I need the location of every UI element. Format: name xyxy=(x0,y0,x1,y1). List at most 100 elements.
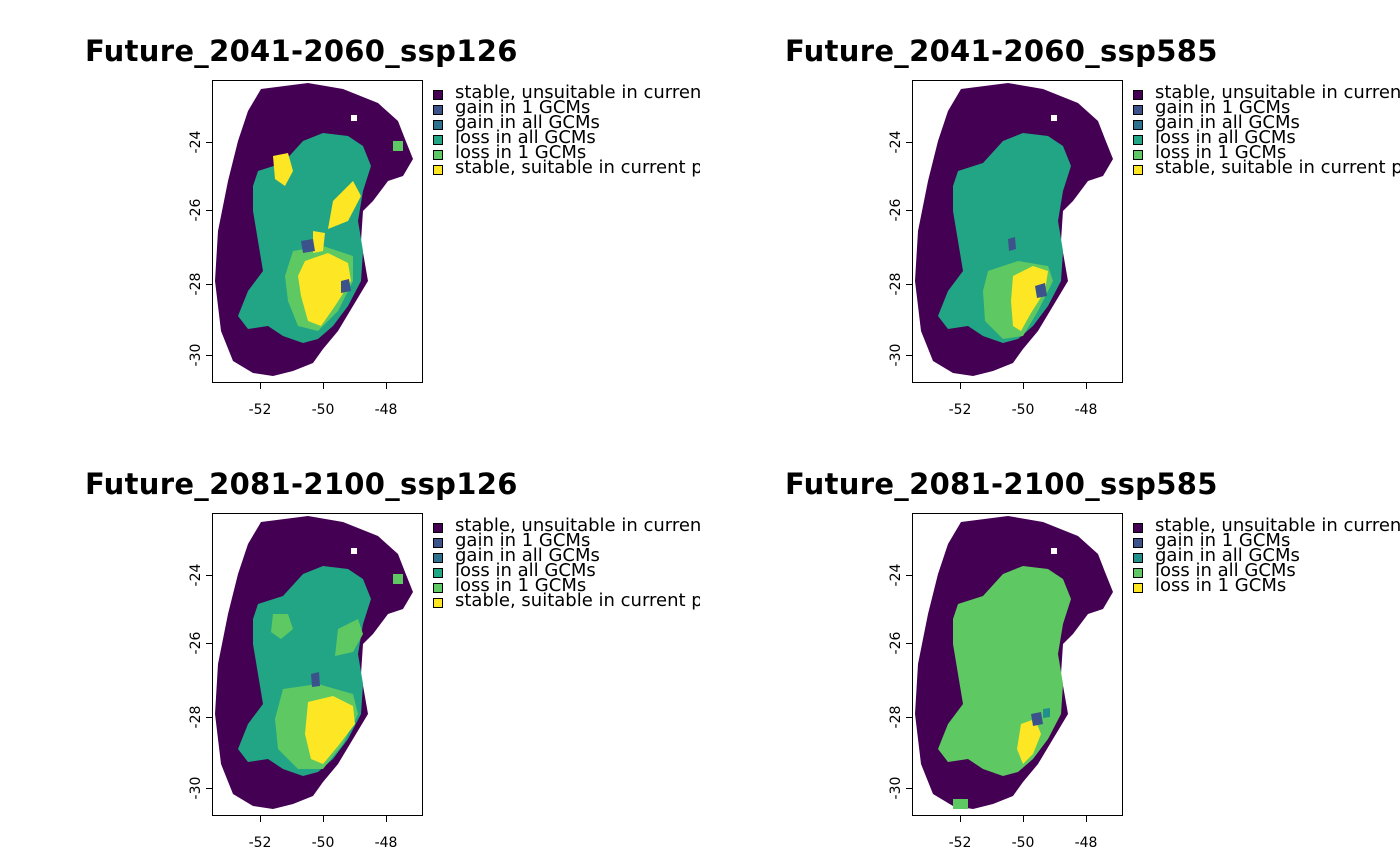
legend-label: stable, unsuitable in current period and… xyxy=(455,82,700,103)
y-tick xyxy=(206,210,212,211)
y-tick-label: -30 xyxy=(888,776,904,800)
x-tick-label: -50 xyxy=(311,402,335,418)
raster-map-svg xyxy=(915,83,1113,376)
y-tick xyxy=(206,643,212,644)
x-tick-label: -48 xyxy=(374,835,398,851)
y-tick xyxy=(906,355,912,356)
legend-swatch xyxy=(433,523,443,533)
x-tick-label: -50 xyxy=(1011,402,1035,418)
x-tick-label: -50 xyxy=(311,835,335,851)
panel-title: Future_2041-2060_ssp585 xyxy=(785,34,1218,68)
raster-map xyxy=(212,80,423,383)
legend-swatch xyxy=(433,538,443,548)
x-tick xyxy=(1023,816,1024,822)
y-tick-label: -26 xyxy=(888,631,904,655)
y-tick-label: -24 xyxy=(888,130,904,154)
legend-label: gain in 1 GCMs xyxy=(455,530,591,551)
y-tick-label: -26 xyxy=(888,198,904,222)
legend-label: loss in all GCMs xyxy=(1155,127,1296,148)
y-tick-label: -28 xyxy=(188,272,204,296)
x-tick xyxy=(960,816,961,822)
y-tick xyxy=(206,142,212,143)
raster-map xyxy=(912,80,1123,383)
y-tick-label: -26 xyxy=(188,198,204,222)
map-panel-2: Future_2041-2060_ssp585 -24 -26 -28 -30 … xyxy=(700,0,1400,433)
legend-label: gain in all GCMs xyxy=(455,112,600,133)
legend-label: loss in 1 GCMs xyxy=(1155,142,1287,163)
x-tick xyxy=(1086,816,1087,822)
raster-map-svg xyxy=(915,516,1113,809)
legend-swatch xyxy=(1133,165,1143,175)
x-tick-label: -52 xyxy=(248,835,272,851)
y-tick-label: -30 xyxy=(888,343,904,367)
panel-title: Future_2081-2100_ssp585 xyxy=(785,467,1218,501)
legend-swatch xyxy=(1133,90,1143,100)
legend-swatch xyxy=(433,90,443,100)
x-tick-label: -48 xyxy=(1074,835,1098,851)
legend-label: gain in all GCMs xyxy=(1155,545,1300,566)
x-tick-label: -50 xyxy=(1011,835,1035,851)
legend-label: loss in all GCMs xyxy=(455,127,596,148)
x-tick xyxy=(323,816,324,822)
raster-map xyxy=(912,513,1123,816)
y-tick xyxy=(206,717,212,718)
legend-label: gain in all GCMs xyxy=(1155,112,1300,133)
legend-label: stable, unsuitable in current period and… xyxy=(455,515,700,536)
legend-swatch xyxy=(433,598,443,608)
legend-label: loss in all GCMs xyxy=(455,560,596,581)
map-panel-1: Future_2041-2060_ssp126 -24 -26 -28 -30 … xyxy=(0,0,700,433)
legend-swatch xyxy=(433,150,443,160)
map-panel-3: Future_2081-2100_ssp126 -24 -26 -28 -30 … xyxy=(0,433,700,866)
y-tick xyxy=(206,788,212,789)
legend-swatch xyxy=(433,105,443,115)
legend-swatch xyxy=(1133,523,1143,533)
x-tick xyxy=(260,816,261,822)
y-tick xyxy=(906,210,912,211)
y-tick xyxy=(906,717,912,718)
x-tick-label: -48 xyxy=(374,402,398,418)
x-tick-label: -52 xyxy=(948,402,972,418)
legend-swatch xyxy=(1133,105,1143,115)
y-tick-label: -30 xyxy=(188,343,204,367)
x-tick xyxy=(386,816,387,822)
y-tick xyxy=(906,142,912,143)
raster-map-svg xyxy=(215,83,413,376)
y-tick xyxy=(906,643,912,644)
legend-swatch xyxy=(433,553,443,563)
y-tick xyxy=(906,284,912,285)
legend-swatch xyxy=(1133,150,1143,160)
legend-label: loss in 1 GCMs xyxy=(455,142,587,163)
legend-label: stable, suitable in current period and a… xyxy=(1155,157,1400,178)
legend-label: stable, unsuitable in current period and… xyxy=(1155,82,1400,103)
legend-swatch xyxy=(433,120,443,130)
y-tick-label: -24 xyxy=(188,563,204,587)
x-tick-label: -48 xyxy=(1074,402,1098,418)
y-tick-label: -28 xyxy=(888,272,904,296)
legend-swatch xyxy=(1133,135,1143,145)
legend-label: loss in 1 GCMs xyxy=(455,575,587,596)
x-tick xyxy=(323,383,324,389)
legend-swatch xyxy=(1133,583,1143,593)
map-panel-4: Future_2081-2100_ssp585 -24 -26 -28 -30 … xyxy=(700,433,1400,866)
x-tick xyxy=(1086,383,1087,389)
x-tick-label: -52 xyxy=(248,402,272,418)
y-tick-label: -26 xyxy=(188,631,204,655)
x-tick xyxy=(260,383,261,389)
y-tick-label: -30 xyxy=(188,776,204,800)
raster-map xyxy=(212,513,423,816)
raster-map-svg xyxy=(215,516,413,809)
y-tick-label: -24 xyxy=(188,130,204,154)
legend-swatch xyxy=(433,135,443,145)
y-tick-label: -24 xyxy=(888,563,904,587)
x-tick xyxy=(1023,383,1024,389)
legend-label: gain in 1 GCMs xyxy=(455,97,591,118)
legend-swatch xyxy=(1133,568,1143,578)
y-tick xyxy=(906,575,912,576)
y-tick xyxy=(206,575,212,576)
legend-swatch xyxy=(433,583,443,593)
legend-label: stable, unsuitable in current period and… xyxy=(1155,515,1400,536)
legend-swatch xyxy=(433,165,443,175)
legend-swatch xyxy=(1133,538,1143,548)
legend-swatch xyxy=(1133,553,1143,563)
legend-swatch xyxy=(1133,120,1143,130)
